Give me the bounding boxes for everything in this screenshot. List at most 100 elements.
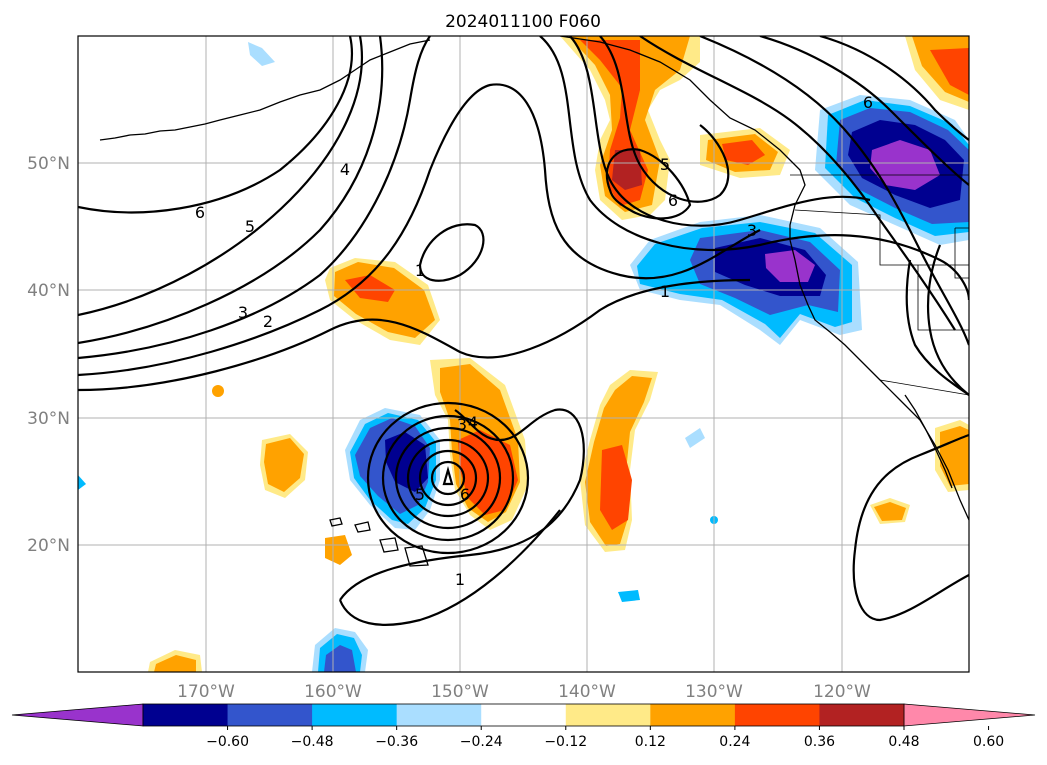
colorbar-bin bbox=[227, 704, 313, 726]
colorbar-bin bbox=[481, 704, 567, 726]
shade-pos-ne3 bbox=[930, 48, 969, 95]
contour-label: 3 bbox=[238, 303, 248, 322]
contour-label: 4 bbox=[468, 413, 478, 432]
colorbar-tick-label: −0.12 bbox=[544, 734, 587, 750]
contour-coast-a bbox=[926, 244, 969, 396]
colorbar-bin bbox=[650, 704, 736, 726]
shade-pos-bc3 bbox=[722, 140, 765, 165]
colorbar-tick-label: 0.36 bbox=[804, 734, 835, 750]
shade-pos-hi3 bbox=[325, 535, 352, 565]
contour-closed-1 bbox=[418, 223, 485, 282]
contour-label: 1 bbox=[660, 282, 670, 301]
hawaii-island-1 bbox=[329, 517, 343, 527]
contour-low-5 bbox=[418, 449, 478, 507]
map-frame bbox=[77, 35, 970, 673]
contour-ne-f bbox=[759, 36, 969, 186]
hawaii-island-3 bbox=[379, 537, 399, 553]
lon-label: 170°W bbox=[177, 682, 235, 702]
shade-neg-dot1 bbox=[618, 590, 640, 602]
colorbar-bin bbox=[312, 704, 398, 726]
colorbar: −0.60 −0.48 −0.36 −0.24 −0.12 0.12 0.24 0.36 0.4… bbox=[11, 703, 1036, 750]
hawaii-island-2 bbox=[354, 521, 371, 533]
shade-neg-ca5 bbox=[765, 250, 815, 282]
us-west-coast bbox=[789, 239, 969, 521]
shade-pos-bot2 bbox=[154, 655, 196, 672]
contour-west-4 bbox=[78, 36, 384, 345]
contour-label: 1 bbox=[455, 570, 465, 589]
colorbar-tick-label: 0.24 bbox=[719, 734, 750, 750]
contour-south bbox=[852, 433, 969, 622]
contour-closed-6 bbox=[605, 148, 692, 220]
contour-ne-a bbox=[539, 36, 969, 301]
contour-low-1 bbox=[366, 401, 530, 555]
figure-title: 2024011100 F060 bbox=[445, 12, 601, 32]
shade-neg-dot5 bbox=[78, 475, 86, 490]
contour-low-4 bbox=[406, 438, 490, 518]
contour-label: 6 bbox=[668, 191, 678, 210]
colorbar-bin bbox=[734, 704, 820, 726]
lon-label: 160°W bbox=[304, 682, 362, 702]
colorbar-extend-min bbox=[11, 703, 144, 727]
contour-ne-e bbox=[699, 36, 969, 346]
lon-label: 140°W bbox=[558, 682, 616, 702]
contour-west-2 bbox=[78, 83, 761, 377]
colorbar-bin bbox=[143, 704, 229, 726]
shade-neg-bot3 bbox=[324, 645, 356, 672]
contour-ne-g bbox=[819, 36, 969, 141]
contour-sw-1b bbox=[338, 509, 561, 626]
contour-ne-c bbox=[599, 36, 730, 203]
lon-label: 130°W bbox=[685, 682, 743, 702]
contour-label: 5 bbox=[245, 217, 255, 236]
us-mexico-border bbox=[879, 379, 969, 396]
shade-pos-mx4 bbox=[874, 502, 906, 521]
contour-west-3 bbox=[78, 36, 431, 360]
contour-labels: 6 5 4 3 2 1 1 1 5 6 6 3 3 6 5 4 bbox=[195, 93, 873, 589]
shade-pos-140c bbox=[600, 445, 632, 530]
colorbar-tick-label: −0.36 bbox=[375, 734, 418, 750]
shade-pos-hi2 bbox=[264, 438, 304, 492]
contours bbox=[78, 36, 969, 626]
colorbar-extend-max bbox=[903, 703, 1036, 727]
colorbar-tick-label: −0.48 bbox=[291, 734, 334, 750]
contour-low-2 bbox=[381, 414, 515, 542]
contour-label: 4 bbox=[340, 160, 350, 179]
contour-label: 3 bbox=[747, 221, 757, 240]
state-border-2 bbox=[917, 265, 969, 331]
colorbar-tick-label: −0.24 bbox=[460, 734, 503, 750]
contour-low-6 bbox=[430, 460, 466, 496]
shade-neg-dot4 bbox=[248, 42, 275, 66]
contour-label: 1 bbox=[415, 261, 425, 280]
shade-neg-dot2 bbox=[685, 428, 705, 448]
contour-west-6 bbox=[78, 36, 353, 214]
state-border-3 bbox=[954, 227, 969, 279]
contour-label: 2 bbox=[263, 312, 273, 331]
shade-pos-dot1 bbox=[212, 385, 224, 397]
colorbar-tick-label: 0.12 bbox=[635, 734, 666, 750]
lon-label: 120°W bbox=[813, 682, 871, 702]
longitude-labels: 170°W 160°W 150°W 140°W 130°W 120°W bbox=[177, 682, 871, 702]
shade-pos-ak4 bbox=[612, 150, 642, 190]
colorbar-tick-label: −0.60 bbox=[206, 734, 249, 750]
alaska-coast bbox=[559, 36, 806, 240]
contour-label: 5 bbox=[660, 155, 670, 174]
lat-label: 40°N bbox=[27, 281, 70, 301]
shade-neg-ne5 bbox=[870, 140, 940, 190]
colorbar-tick-label: 0.60 bbox=[973, 734, 1004, 750]
colorbar-bin bbox=[565, 704, 651, 726]
contour-low-core bbox=[442, 465, 454, 486]
aleutian-coast bbox=[99, 39, 431, 141]
shade-pos-40n3 bbox=[345, 275, 395, 302]
colorbar-bin bbox=[819, 704, 905, 726]
contour-label: 6 bbox=[195, 203, 205, 222]
contour-west-1 bbox=[78, 278, 751, 392]
contour-label: 5 bbox=[415, 485, 425, 504]
lat-label: 30°N bbox=[27, 409, 70, 429]
contour-label: 3 bbox=[457, 415, 467, 434]
shade-pos-mx2 bbox=[940, 426, 969, 486]
contour-low-3 bbox=[394, 426, 502, 530]
contour-ne-d bbox=[639, 36, 956, 331]
lat-label: 20°N bbox=[27, 536, 70, 556]
lon-label: 150°W bbox=[431, 682, 489, 702]
lat-label: 50°N bbox=[27, 154, 70, 174]
